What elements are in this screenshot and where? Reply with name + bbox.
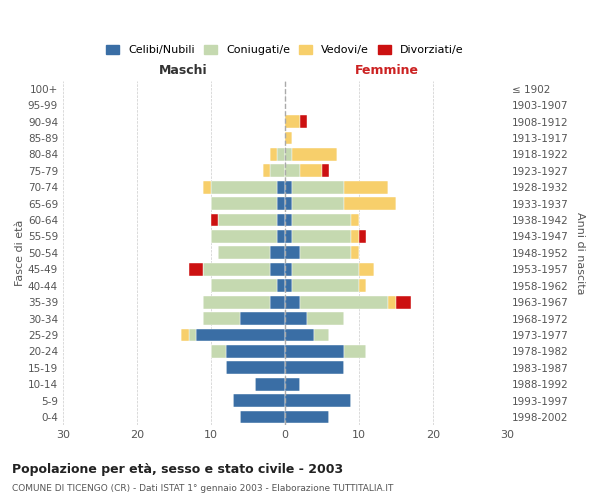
Bar xyxy=(352,230,359,243)
Bar xyxy=(203,296,270,308)
Bar xyxy=(299,246,352,260)
Bar xyxy=(344,181,388,194)
Bar xyxy=(188,263,203,276)
Bar xyxy=(203,263,270,276)
Bar xyxy=(218,214,277,226)
Bar xyxy=(292,148,337,161)
Y-axis label: Fasce di età: Fasce di età xyxy=(15,220,25,286)
Bar xyxy=(292,263,359,276)
Bar xyxy=(285,328,314,342)
Text: COMUNE DI TICENGO (CR) - Dati ISTAT 1° gennaio 2003 - Elaborazione TUTTITALIA.IT: COMUNE DI TICENGO (CR) - Dati ISTAT 1° g… xyxy=(12,484,394,493)
Bar xyxy=(285,148,292,161)
Text: Maschi: Maschi xyxy=(158,64,207,77)
Bar xyxy=(285,214,292,226)
Bar xyxy=(270,296,285,308)
Bar xyxy=(292,198,344,210)
Text: Femmine: Femmine xyxy=(355,64,419,77)
Bar xyxy=(285,116,299,128)
Bar xyxy=(292,181,344,194)
Bar xyxy=(211,345,226,358)
Bar xyxy=(285,164,299,177)
Bar xyxy=(211,230,277,243)
Bar xyxy=(196,328,285,342)
Bar xyxy=(277,230,285,243)
Bar xyxy=(285,345,344,358)
Bar xyxy=(218,246,270,260)
Bar xyxy=(270,148,277,161)
Bar xyxy=(211,181,277,194)
Bar xyxy=(211,198,277,210)
Bar xyxy=(322,164,329,177)
Bar xyxy=(277,198,285,210)
Bar xyxy=(292,214,352,226)
Bar xyxy=(277,214,285,226)
Bar xyxy=(211,280,277,292)
Bar xyxy=(285,312,307,325)
Bar xyxy=(292,280,359,292)
Bar xyxy=(388,296,396,308)
Bar xyxy=(285,132,292,144)
Bar xyxy=(299,116,307,128)
Bar xyxy=(203,181,211,194)
Bar xyxy=(352,214,359,226)
Bar xyxy=(270,246,285,260)
Bar xyxy=(277,148,285,161)
Bar xyxy=(285,280,292,292)
Bar xyxy=(285,198,292,210)
Bar xyxy=(285,394,352,407)
Bar xyxy=(285,263,292,276)
Text: Popolazione per età, sesso e stato civile - 2003: Popolazione per età, sesso e stato civil… xyxy=(12,462,343,475)
Bar xyxy=(188,328,196,342)
Bar xyxy=(285,296,299,308)
Bar xyxy=(211,214,218,226)
Bar xyxy=(285,230,292,243)
Bar xyxy=(307,312,344,325)
Bar xyxy=(263,164,270,177)
Bar xyxy=(277,181,285,194)
Bar xyxy=(299,296,388,308)
Bar xyxy=(255,378,285,390)
Bar xyxy=(359,280,366,292)
Bar xyxy=(396,296,410,308)
Bar xyxy=(344,345,366,358)
Bar xyxy=(285,378,299,390)
Bar xyxy=(226,362,285,374)
Bar xyxy=(344,198,396,210)
Bar xyxy=(299,164,322,177)
Bar xyxy=(285,362,344,374)
Bar xyxy=(285,246,299,260)
Bar xyxy=(285,410,329,424)
Bar xyxy=(292,230,352,243)
Bar xyxy=(233,394,285,407)
Bar xyxy=(203,312,241,325)
Bar xyxy=(226,345,285,358)
Bar xyxy=(241,312,285,325)
Bar xyxy=(285,181,292,194)
Bar xyxy=(359,263,374,276)
Bar xyxy=(181,328,188,342)
Legend: Celibi/Nubili, Coniugati/e, Vedovi/e, Divorziati/e: Celibi/Nubili, Coniugati/e, Vedovi/e, Di… xyxy=(106,45,464,56)
Y-axis label: Anni di nascita: Anni di nascita xyxy=(575,212,585,294)
Bar xyxy=(277,280,285,292)
Bar xyxy=(359,230,366,243)
Bar xyxy=(241,410,285,424)
Bar xyxy=(352,246,359,260)
Bar xyxy=(314,328,329,342)
Bar xyxy=(270,263,285,276)
Bar xyxy=(270,164,285,177)
